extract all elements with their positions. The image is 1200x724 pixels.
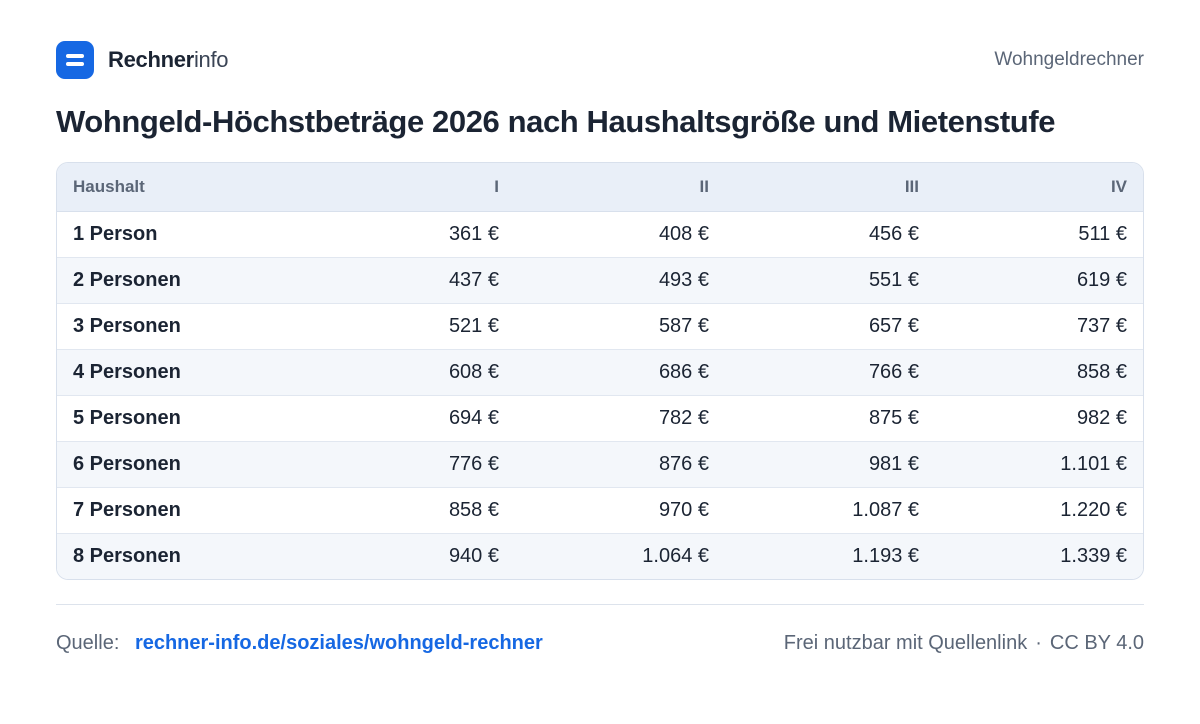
row-label: 1 Person <box>57 211 307 258</box>
row-label: 7 Personen <box>57 487 307 534</box>
table-cell: 686 € <box>515 349 725 396</box>
license-separator: · <box>1035 631 1042 654</box>
header-section-label: Wohngeldrechner <box>994 49 1144 70</box>
table-row: 4 Personen 608 € 686 € 766 € 858 € <box>57 349 1143 396</box>
table-cell: 1.220 € <box>935 487 1143 534</box>
row-label: 6 Personen <box>57 441 307 488</box>
table-cell: 657 € <box>725 303 935 350</box>
source-link[interactable]: rechner-info.de/soziales/wohngeld-rechne… <box>134 631 543 654</box>
table-cell: 511 € <box>935 211 1143 258</box>
table-cell: 1.339 € <box>935 533 1143 579</box>
column-header-mietenstufe-3: III <box>725 163 935 212</box>
table-cell: 694 € <box>307 395 515 442</box>
table-cell: 981 € <box>725 441 935 488</box>
table-row: 6 Personen 776 € 876 € 981 € 1.101 € <box>57 441 1143 488</box>
license-line: Frei nutzbar mit Quellenlink · CC BY 4.0 <box>784 632 1144 655</box>
table-cell: 551 € <box>725 257 935 304</box>
row-label: 8 Personen <box>57 533 307 579</box>
table-cell: 408 € <box>515 211 725 258</box>
table-cell: 970 € <box>515 487 725 534</box>
row-label: 2 Personen <box>57 257 307 304</box>
table-row: 7 Personen 858 € 970 € 1.087 € 1.220 € <box>57 487 1143 534</box>
table-cell: 493 € <box>515 257 725 304</box>
table-cell: 766 € <box>725 349 935 396</box>
table-cell: 361 € <box>307 211 515 258</box>
table-cell: 940 € <box>307 533 515 579</box>
table-cell: 1.193 € <box>725 533 935 579</box>
table-cell: 619 € <box>935 257 1143 304</box>
table-cell: 608 € <box>307 349 515 396</box>
table-row: 1 Person 361 € 408 € 456 € 511 € <box>57 211 1143 258</box>
column-header-mietenstufe-4: IV <box>935 163 1143 212</box>
table-cell: 858 € <box>307 487 515 534</box>
page-header: Rechnerinfo Wohngeldrechner <box>56 40 1144 80</box>
license-name: CC BY 4.0 <box>1049 631 1144 654</box>
row-label: 5 Personen <box>57 395 307 442</box>
footer-divider <box>56 604 1144 605</box>
table-cell: 456 € <box>725 211 935 258</box>
table-cell: 1.064 € <box>515 533 725 579</box>
table-header-row: Haushalt I II III IV <box>57 163 1143 212</box>
page-title: Wohngeld-Höchstbeträge 2026 nach Haushal… <box>56 104 1056 139</box>
table-cell: 776 € <box>307 441 515 488</box>
table-cell: 875 € <box>725 395 935 442</box>
wohngeld-table: Haushalt I II III IV 1 Person 361 € 408 … <box>57 163 1143 579</box>
table-cell: 876 € <box>515 441 725 488</box>
page-footer: Quelle: rechner-info.de/soziales/wohngel… <box>56 628 1144 658</box>
table-cell: 982 € <box>935 395 1143 442</box>
table-cell: 521 € <box>307 303 515 350</box>
column-header-mietenstufe-1: I <box>307 163 515 212</box>
table-cell: 1.087 € <box>725 487 935 534</box>
table-row: 5 Personen 694 € 782 € 875 € 982 € <box>57 395 1143 442</box>
source-line: Quelle: rechner-info.de/soziales/wohngel… <box>56 632 543 655</box>
table-cell: 737 € <box>935 303 1143 350</box>
table-row: 3 Personen 521 € 587 € 657 € 737 € <box>57 303 1143 350</box>
table-cell: 437 € <box>307 257 515 304</box>
license-text: Frei nutzbar mit Quellenlink <box>783 631 1028 654</box>
source-label: Quelle: <box>56 631 120 654</box>
row-label: 4 Personen <box>57 349 307 396</box>
brand-name-strong: Rechner <box>108 47 194 72</box>
table-cell: 587 € <box>515 303 725 350</box>
column-header-mietenstufe-2: II <box>515 163 725 212</box>
brand-name-light: info <box>193 47 229 72</box>
rechnerinfo-logo-icon <box>56 41 94 79</box>
table-cell: 858 € <box>935 349 1143 396</box>
brand-logo[interactable]: Rechnerinfo <box>56 41 229 79</box>
table-cell: 782 € <box>515 395 725 442</box>
brand-name: Rechnerinfo <box>108 47 229 73</box>
wohngeld-table-container: Haushalt I II III IV 1 Person 361 € 408 … <box>56 162 1144 580</box>
table-row: 2 Personen 437 € 493 € 551 € 619 € <box>57 257 1143 304</box>
table-cell: 1.101 € <box>935 441 1143 488</box>
table-row: 8 Personen 940 € 1.064 € 1.193 € 1.339 € <box>57 533 1143 579</box>
row-label: 3 Personen <box>57 303 307 350</box>
column-header-haushalt: Haushalt <box>57 163 307 212</box>
